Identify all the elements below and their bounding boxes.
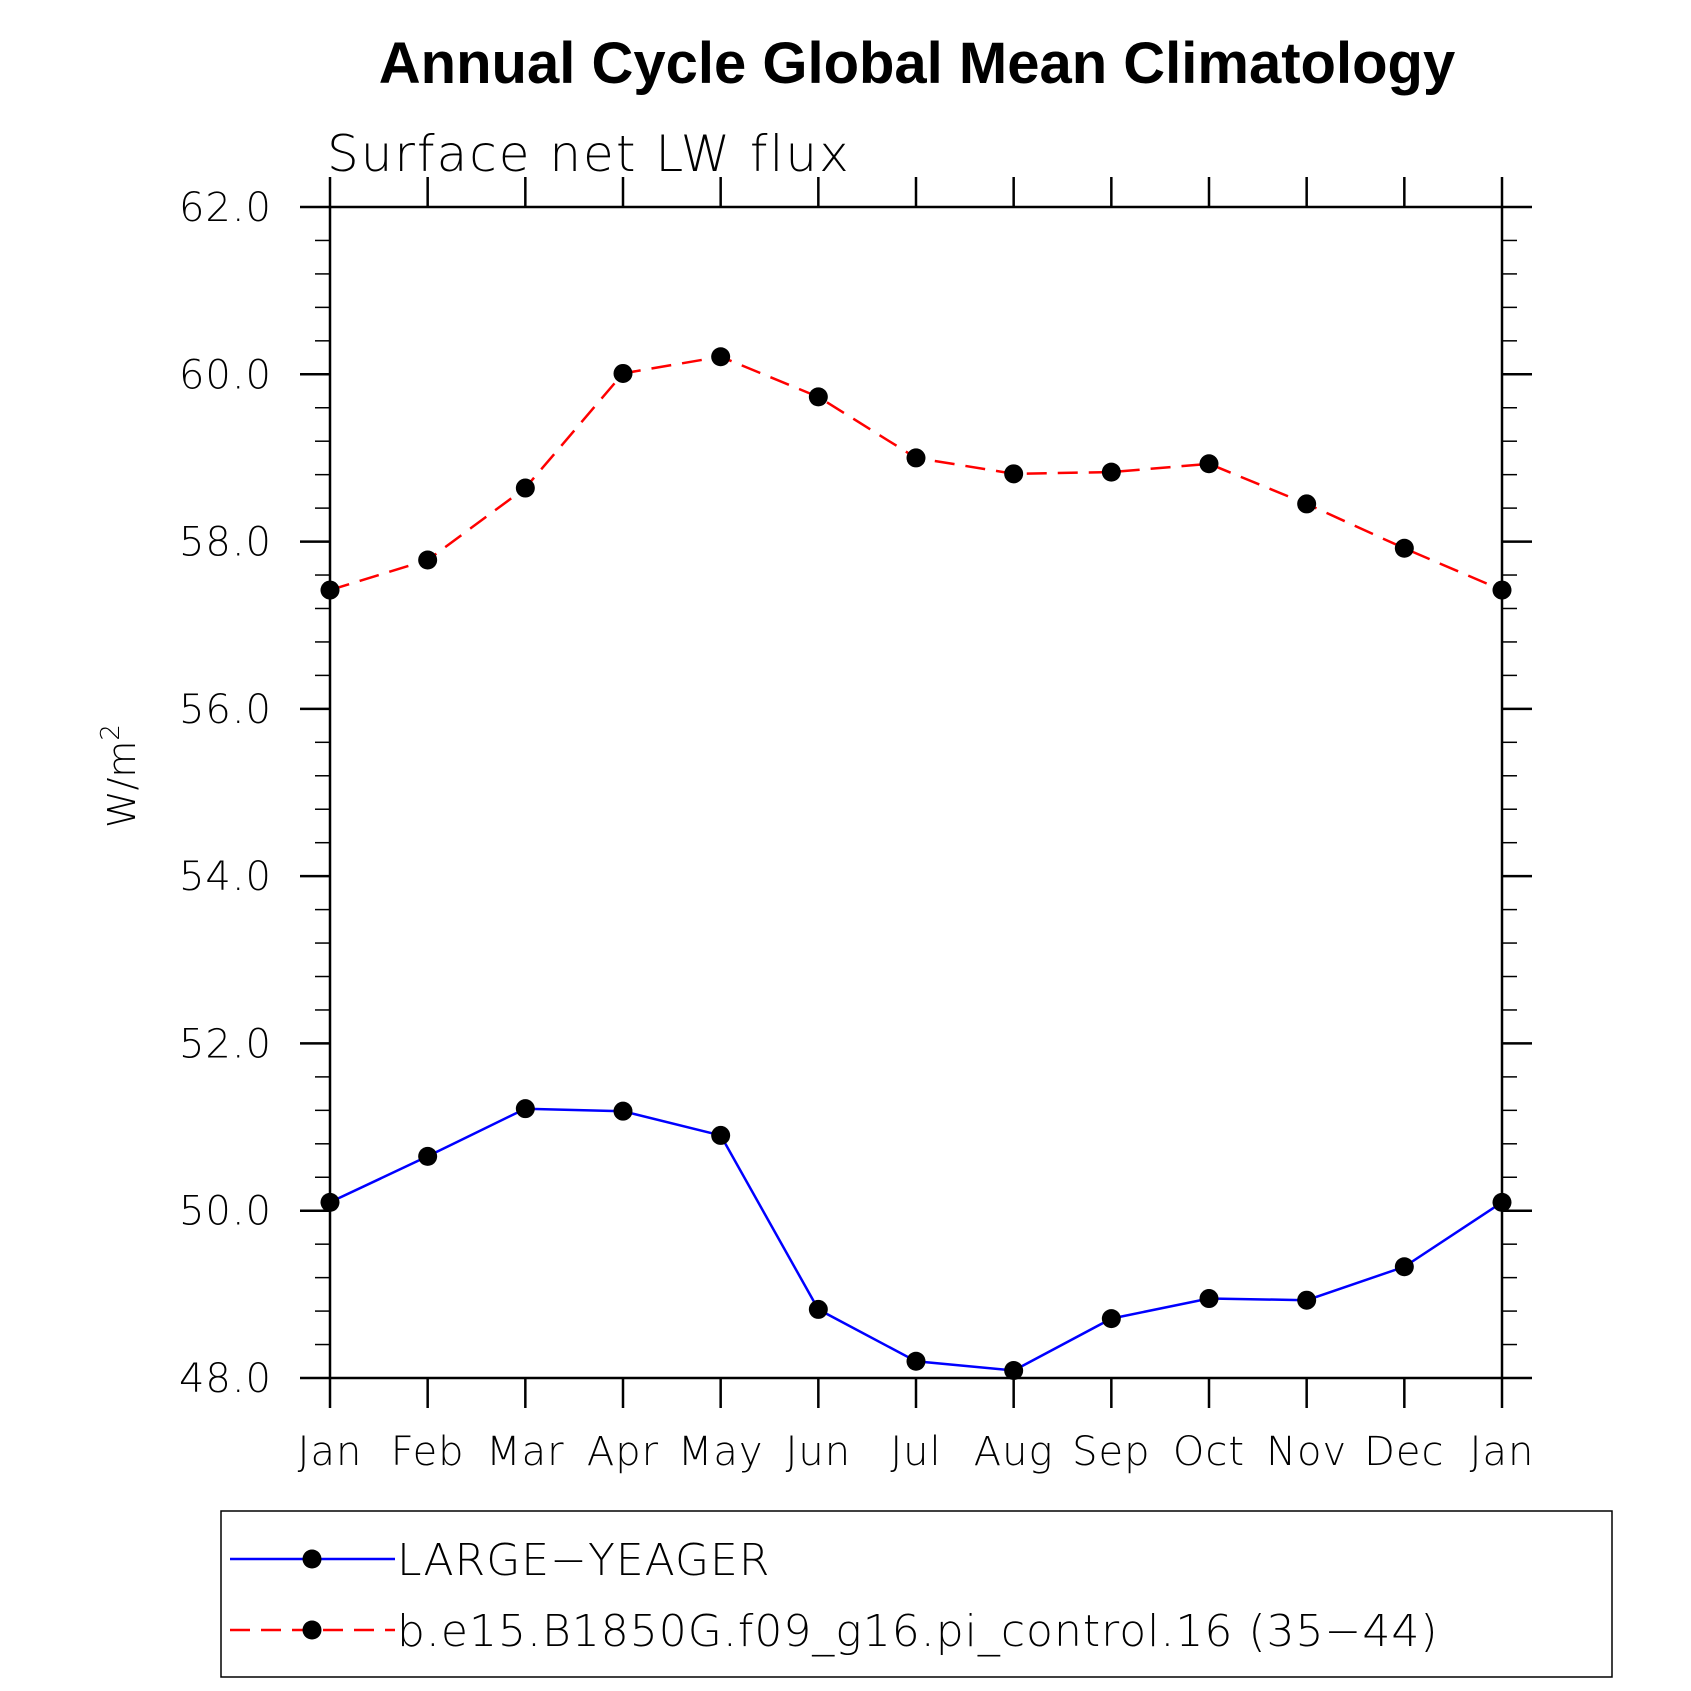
y-axis-label: W/m2 xyxy=(96,724,144,828)
data-point xyxy=(1492,580,1512,600)
legend-box xyxy=(220,1510,1613,1678)
x-tick-label: Dec xyxy=(1364,1429,1444,1475)
data-point xyxy=(613,363,633,383)
data-point xyxy=(515,1099,535,1119)
data-point xyxy=(418,1146,438,1166)
data-point xyxy=(1101,462,1121,482)
series-line-0 xyxy=(329,1107,1503,1372)
x-tick-label: Aug xyxy=(974,1429,1054,1475)
legend-marker-large-yeager xyxy=(302,1549,322,1569)
y-tick-label: 48.0 xyxy=(179,1356,272,1402)
y-tick-label: 62.0 xyxy=(179,185,272,231)
y-tick-label: 50.0 xyxy=(179,1189,272,1235)
data-point xyxy=(1297,494,1317,514)
legend-item-control: b.e15.B1850G.f09_g16.pi_control.16 (35−4… xyxy=(230,1606,1439,1657)
legend-label-control: b.e15.B1850G.f09_g16.pi_control.16 (35−4… xyxy=(397,1606,1439,1657)
data-point xyxy=(515,478,535,498)
data-point xyxy=(1492,1192,1512,1212)
x-tick-label: Jun xyxy=(786,1429,852,1475)
data-point xyxy=(320,580,340,600)
series-line-1 xyxy=(329,355,1503,592)
x-tick-label: Feb xyxy=(391,1429,465,1475)
data-point xyxy=(711,347,731,367)
data-point xyxy=(1394,538,1414,558)
x-tick-labels: Jan Feb Mar Apr May Jun Jul Aug Sep Oct Nov Dec Jan xyxy=(298,1429,1535,1475)
x-tick-label: Apr xyxy=(587,1429,659,1475)
plot-frame xyxy=(328,205,1504,1380)
x-tick-label: Jan xyxy=(1470,1429,1535,1475)
data-point xyxy=(1004,464,1024,484)
data-point xyxy=(1394,1257,1414,1277)
x-tick-label: Nov xyxy=(1266,1429,1347,1475)
x-tick-label: Jul xyxy=(890,1429,941,1475)
data-point xyxy=(906,1351,926,1371)
data-point xyxy=(1297,1290,1317,1310)
series xyxy=(320,347,1512,1380)
data-point xyxy=(1199,454,1219,474)
data-point xyxy=(1004,1360,1024,1380)
y-tick-label: 56.0 xyxy=(179,687,272,733)
chart-title: Annual Cycle Global Mean Climatology xyxy=(379,31,1455,96)
x-tick-label: Oct xyxy=(1173,1429,1245,1475)
data-point xyxy=(1101,1309,1121,1329)
data-point xyxy=(711,1125,731,1145)
data-point xyxy=(808,1299,828,1319)
legend-marker-control xyxy=(302,1620,322,1640)
legend-label-large-yeager: LARGE−YEAGER xyxy=(397,1535,770,1586)
data-point xyxy=(808,387,828,407)
legend-item-large-yeager: LARGE−YEAGER xyxy=(230,1535,770,1586)
data-point xyxy=(1199,1289,1219,1309)
data-point xyxy=(418,550,438,570)
x-tick-label: May xyxy=(678,1429,764,1475)
x-tick-label: Mar xyxy=(486,1429,564,1475)
y-tick-label: 60.0 xyxy=(179,352,272,398)
y-tick-label: 54.0 xyxy=(179,854,272,900)
y-tick-labels: 48.0 50.0 52.0 54.0 56.0 58.0 60.0 62.0 xyxy=(179,185,272,1402)
y-tick-label: 52.0 xyxy=(179,1021,272,1067)
data-point xyxy=(320,1192,340,1212)
chart-subtitle: Surface net LW flux xyxy=(327,125,851,183)
y-tick-label: 58.0 xyxy=(179,520,272,566)
data-point xyxy=(613,1101,633,1121)
x-tick-label: Sep xyxy=(1072,1429,1150,1475)
data-point xyxy=(906,448,926,468)
x-tick-label: Jan xyxy=(298,1429,363,1475)
axes xyxy=(300,177,1532,1408)
